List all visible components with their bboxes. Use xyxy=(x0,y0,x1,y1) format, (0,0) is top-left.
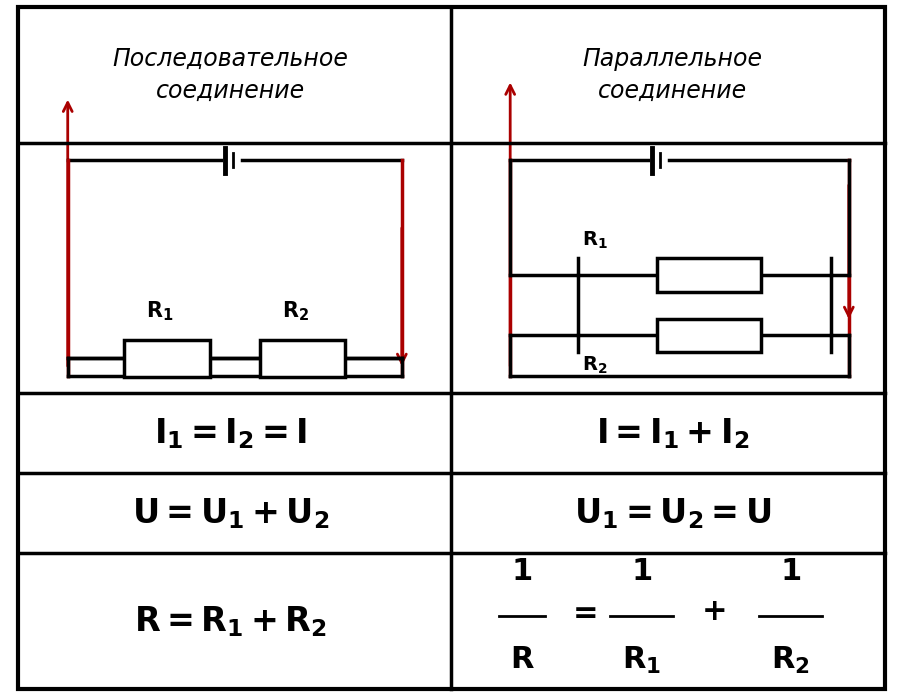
Bar xyxy=(657,319,760,352)
Bar xyxy=(124,340,209,377)
Text: $\mathbf{R_1}$: $\mathbf{R_1}$ xyxy=(582,230,608,251)
Text: $\mathbf{R_2}$: $\mathbf{R_2}$ xyxy=(769,644,809,676)
Text: $\mathbf{R_2}$: $\mathbf{R_2}$ xyxy=(281,299,308,323)
Text: Последовательное
соединение: Последовательное соединение xyxy=(112,47,348,102)
Text: $\mathbf{1}$: $\mathbf{1}$ xyxy=(778,557,800,586)
Text: $\mathbf{R = R_1 + R_2}$: $\mathbf{R = R_1 + R_2}$ xyxy=(133,604,327,638)
Text: $\mathbf{I = I_1 + I_2}$: $\mathbf{I = I_1 + I_2}$ xyxy=(595,416,749,450)
Text: $\mathbf{=}$: $\mathbf{=}$ xyxy=(566,597,597,626)
Bar xyxy=(657,258,760,292)
Text: $\mathbf{I_1 = I_2 = I}$: $\mathbf{I_1 = I_2 = I}$ xyxy=(153,416,307,450)
Text: $\mathbf{U_1 = U_2 = U}$: $\mathbf{U_1 = U_2 = U}$ xyxy=(574,496,770,530)
Text: $\mathbf{+}$: $\mathbf{+}$ xyxy=(701,597,724,626)
Text: $\mathbf{U = U_1 + U_2}$: $\mathbf{U = U_1 + U_2}$ xyxy=(132,496,328,530)
Bar xyxy=(260,340,345,377)
Text: $\mathbf{R_1}$: $\mathbf{R_1}$ xyxy=(146,299,173,323)
Text: $\mathbf{1}$: $\mathbf{1}$ xyxy=(630,557,651,586)
Text: $\mathbf{R_1}$: $\mathbf{R_1}$ xyxy=(621,644,660,676)
Text: $\mathbf{R}$: $\mathbf{R}$ xyxy=(509,644,534,674)
Text: $\mathbf{R_2}$: $\mathbf{R_2}$ xyxy=(582,355,607,377)
Text: Параллельное
соединение: Параллельное соединение xyxy=(582,47,762,102)
Text: $\mathbf{1}$: $\mathbf{1}$ xyxy=(511,557,532,586)
